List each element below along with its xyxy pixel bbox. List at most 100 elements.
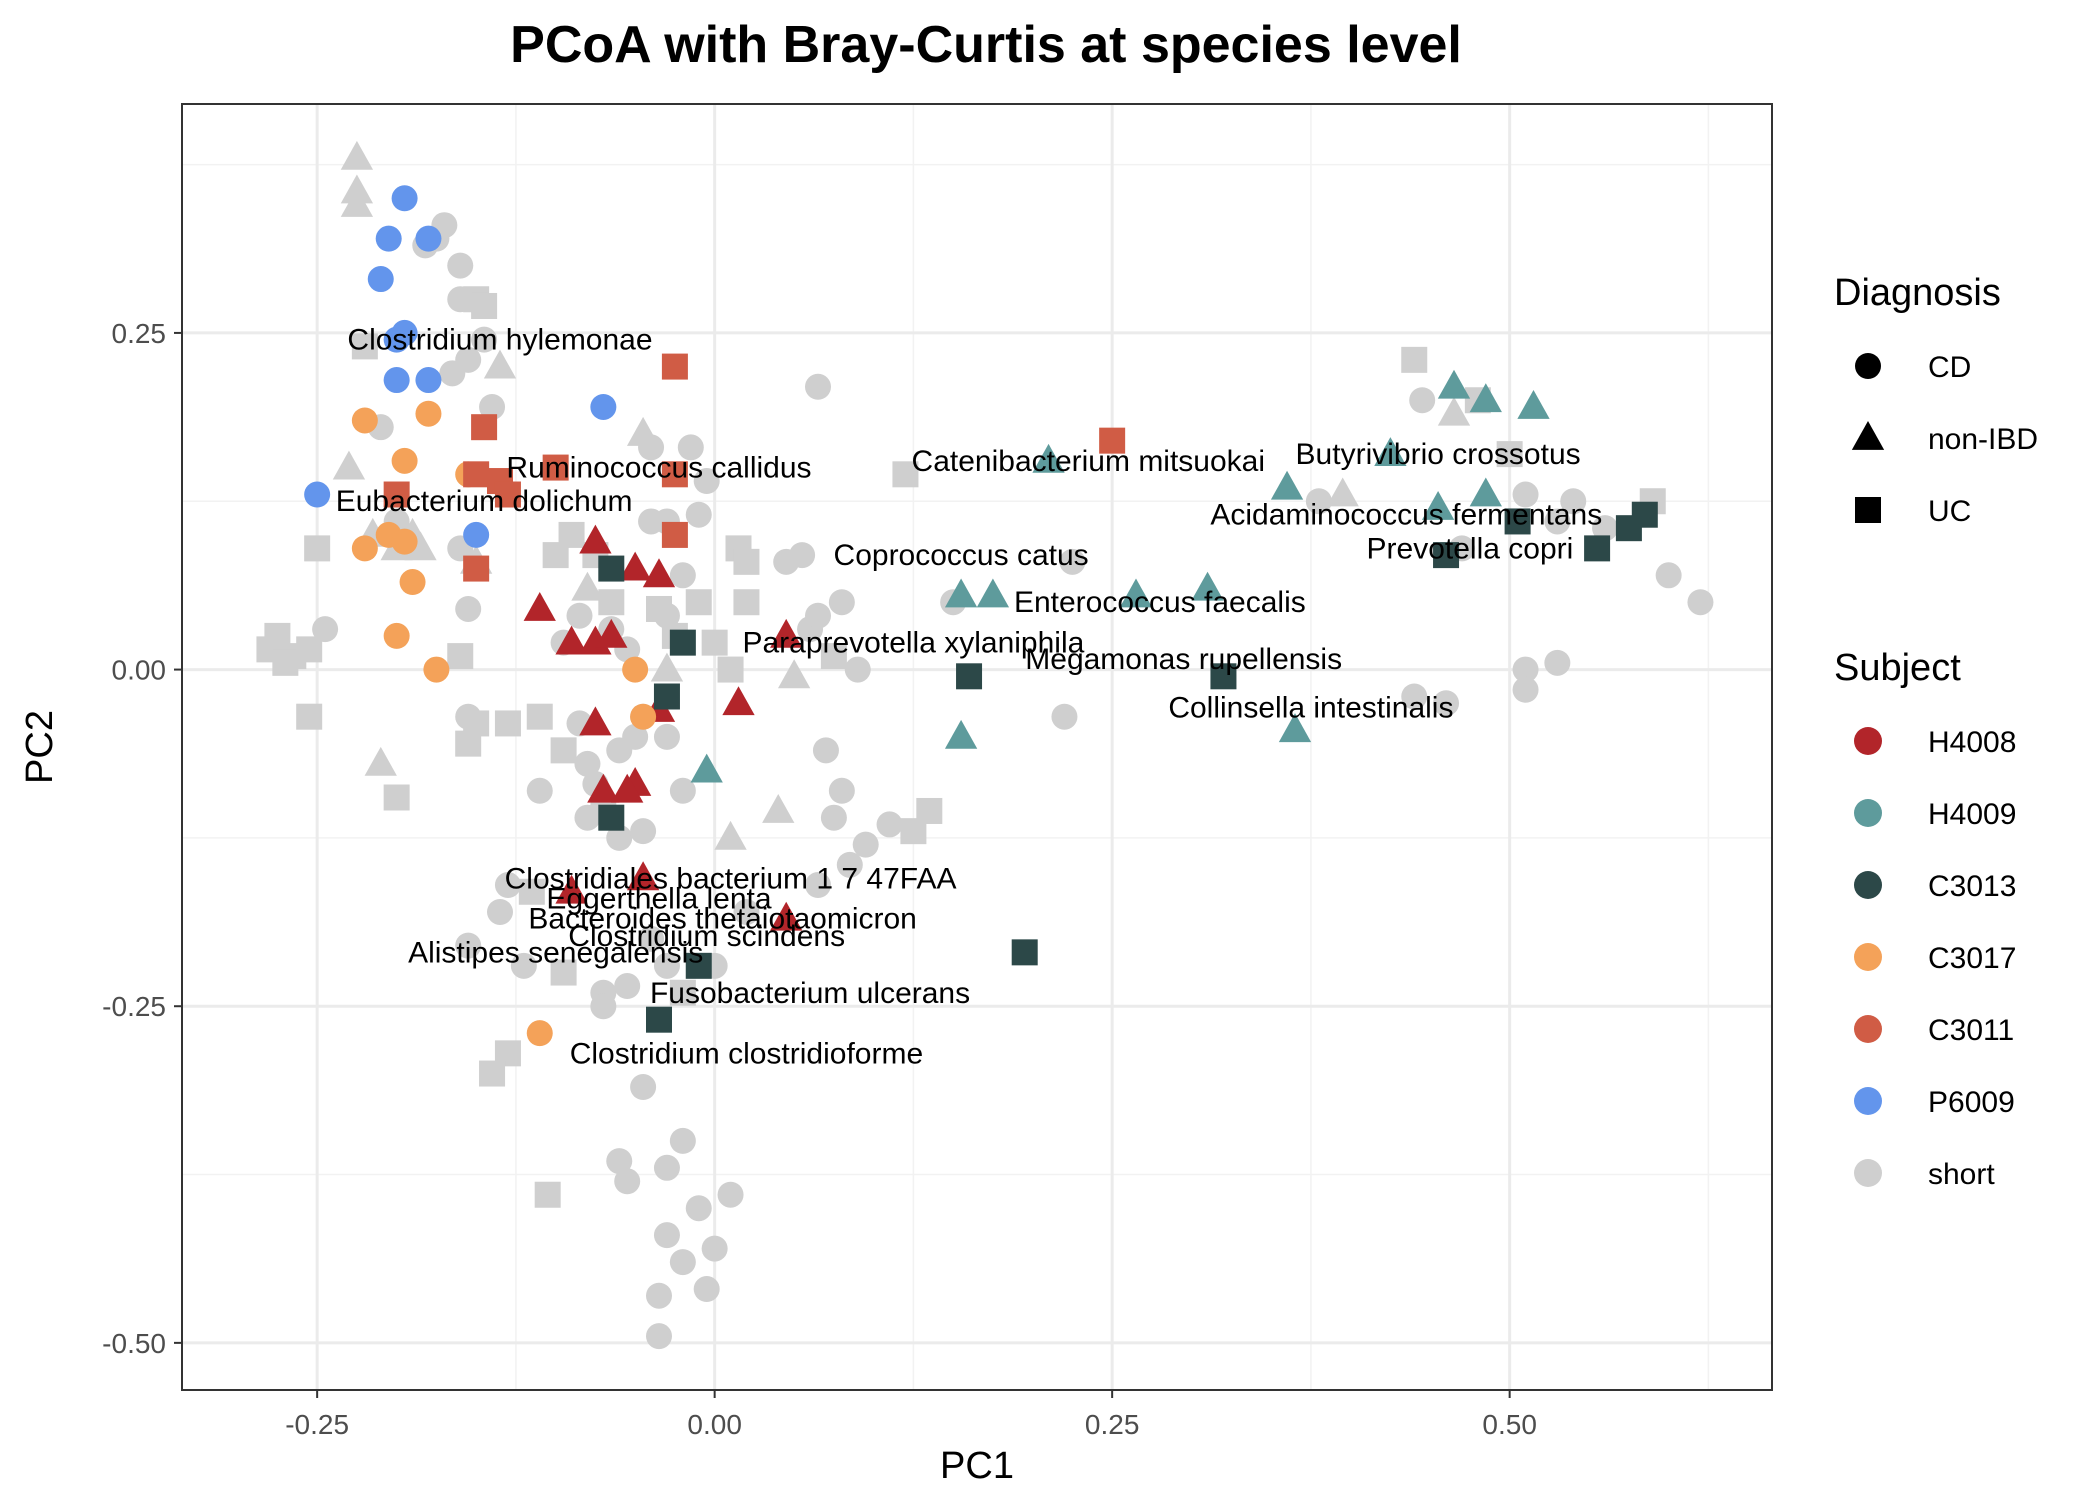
point-p6009 [415,367,442,394]
point-short [1433,690,1460,717]
point-c3017 [351,535,378,562]
point-short [669,979,696,1006]
point-h4009 [1469,477,1502,507]
species-label: Fusobacterium ulcerans [650,977,970,1010]
species-label: Clostridium scindens [568,920,845,953]
legend-diagnosis-title: Diagnosis [1834,272,2001,314]
legend-diagnosis-entries: CD non-IBD UC [1851,351,2038,528]
point-short [1655,562,1682,589]
point-c3017 [630,703,657,730]
point-h4008 [611,773,644,803]
point-c3013 [669,629,696,656]
point-short [677,434,704,461]
point-short [685,1195,712,1222]
point-c3011 [471,414,498,441]
point-h4008 [579,706,612,736]
legend-diagnosis-label: non-IBD [1928,423,2038,456]
legend-subject-label: short [1928,1158,1995,1191]
point-short [717,1181,744,1208]
point-short [701,1235,728,1262]
point-short [669,1249,696,1276]
point-short [550,959,577,986]
point-c3017 [383,622,410,649]
point-short [614,973,641,1000]
point-c3013 [1504,508,1531,535]
point-short [550,737,577,764]
legend-diagnosis-label: CD [1928,351,1971,384]
point-short [836,851,863,878]
panel-border [181,103,1773,1391]
point-short [733,548,760,575]
point-short [1687,589,1714,616]
x-axis-title: PC1 [940,1445,1014,1487]
x-tick-label: -0.25 [285,1409,349,1440]
species-label: Ruminococcus callidus [506,452,811,485]
panel-background [182,104,1772,1390]
point-short [590,993,617,1020]
point-c3017 [399,569,426,596]
point-short [1512,676,1539,703]
point-short [828,589,855,616]
point-short [351,333,378,360]
legend-key-c3011 [1854,1015,1882,1043]
legend-subject-label: C3011 [1928,1014,2014,1047]
legend-key-circle [1855,353,1881,379]
species-label: Enterococcus faecalis [1014,586,1306,619]
point-short [650,652,684,682]
point-short [614,1168,641,1195]
point-short [542,542,569,569]
point-c3013 [1631,501,1658,528]
y-tick-label: 0.25 [112,318,167,349]
point-short [789,542,816,569]
point-short [1496,441,1523,468]
point-c3013 [646,1006,672,1033]
point-short [646,1282,672,1309]
point-short [717,656,744,683]
point-c3011 [494,481,521,508]
x-axis-ticks: -0.25 0.00 0.25 0.50 [285,1390,1537,1440]
point-h4008 [626,861,660,891]
point-h4008 [770,901,803,931]
point-short [646,1323,672,1350]
point-short [876,811,903,838]
species-label: Acidaminococcus fermentans [1210,499,1602,532]
point-short [1401,346,1428,373]
point-h4009 [944,578,978,608]
legend-key-triangle [1851,421,1885,450]
point-short [653,1222,680,1249]
point-short [296,636,323,663]
point-short [340,140,374,170]
point-short [653,1154,680,1181]
point-short [439,360,466,387]
species-label: Paraprevotella xylaniphila [742,627,1084,660]
point-short [622,723,649,750]
legend-subject-label: C3013 [1928,870,2016,903]
point-short [733,589,760,616]
legend-key-h4009 [1854,799,1882,827]
y-tick-label: -0.25 [102,991,166,1022]
species-label: Clostridiales bacterium 1 7 47FAA [505,862,957,895]
point-short [518,878,545,905]
legend-key-c3013 [1854,871,1882,899]
point-c3013 [598,804,625,831]
point-short [312,616,339,643]
point-short [693,468,720,495]
point-short [479,1060,506,1087]
point-short [332,450,366,480]
point-p6009 [375,225,402,252]
point-short [844,656,871,683]
point-c3011 [463,555,490,582]
species-label: Alistipes senegalensis [408,936,703,969]
data-points [256,140,1714,1350]
point-c3011 [542,454,569,481]
point-short [1544,508,1571,535]
y-axis-ticks: -0.50 -0.25 0.00 0.25 [102,318,182,1359]
point-c3011 [1099,427,1126,454]
legend-subject-entries: H4008 H4009 C3013 C3017 C3011 P6009 short [1854,726,2016,1191]
species-label: Clostridium hylemonae [347,324,652,357]
species-label: Bacteroides thetaiotaomicron [528,903,917,936]
point-c3013 [685,952,712,979]
point-c3013 [598,555,625,582]
point-short [304,535,331,562]
